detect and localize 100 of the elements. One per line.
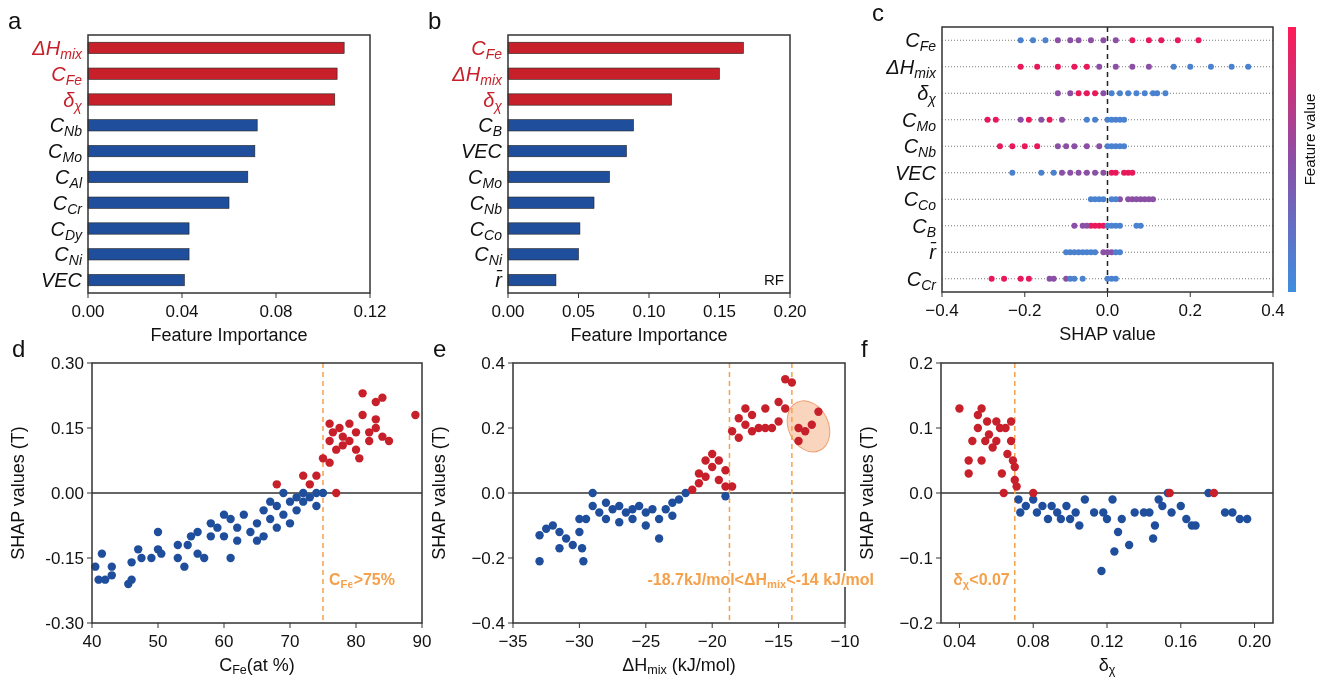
point xyxy=(588,488,597,498)
bar xyxy=(507,67,720,80)
annotation: C$_{Fe}$>75% xyxy=(329,571,395,590)
point xyxy=(365,428,374,437)
point xyxy=(1016,508,1025,517)
x-tick-label: 80 xyxy=(346,632,366,651)
point xyxy=(701,456,710,465)
point xyxy=(351,428,361,437)
point xyxy=(688,485,697,494)
annotation: δ$_{χ}$<0.07 xyxy=(953,571,1010,590)
bar xyxy=(87,170,249,183)
chart-title: f xyxy=(861,335,868,362)
point xyxy=(615,518,624,527)
point xyxy=(999,488,1008,498)
point xyxy=(977,456,986,465)
point xyxy=(233,536,242,545)
point xyxy=(794,423,803,433)
y-tick-label: C$_{Nb}$ xyxy=(469,191,503,217)
color-bar-title: Feature value xyxy=(1301,93,1318,186)
y-axis-title: SHAP values (T) xyxy=(429,426,449,560)
bar xyxy=(507,41,744,54)
y-tick-label: C$_{Ni}$ xyxy=(474,243,503,268)
point xyxy=(137,553,146,563)
point xyxy=(581,514,591,524)
x-tick-label: 0.00 xyxy=(71,302,105,321)
x-tick-label: 0.20 xyxy=(1238,632,1272,651)
point xyxy=(681,488,690,498)
point xyxy=(747,427,757,436)
point xyxy=(694,469,704,478)
point xyxy=(708,462,717,472)
point xyxy=(800,427,810,436)
bar xyxy=(507,145,627,158)
x-tick-label: 0.12 xyxy=(1090,632,1124,651)
point xyxy=(1108,495,1117,504)
point xyxy=(299,488,308,498)
point xyxy=(305,493,314,502)
point xyxy=(252,536,262,545)
point xyxy=(1043,514,1053,524)
bar xyxy=(507,222,581,235)
point xyxy=(988,443,997,452)
point xyxy=(107,562,116,571)
point xyxy=(747,410,757,420)
point xyxy=(213,523,222,532)
y-tick-label: C$_{Mo}$ xyxy=(48,140,83,165)
y-tick-label: C$_{Ni}$ xyxy=(54,243,83,268)
point xyxy=(219,510,229,519)
point xyxy=(153,527,163,537)
x-tick-label: −35 xyxy=(498,632,528,651)
y-tick-label: C$_{Co}$ xyxy=(469,217,503,242)
point xyxy=(338,432,347,441)
point xyxy=(384,436,394,446)
x-tick-label: 0.08 xyxy=(1016,632,1050,651)
point xyxy=(292,493,301,502)
point xyxy=(741,420,750,429)
point xyxy=(1176,501,1185,511)
point xyxy=(338,441,347,450)
bar xyxy=(507,170,610,183)
point xyxy=(279,488,288,498)
y-tick-label: −0.2 xyxy=(471,549,505,568)
point xyxy=(982,417,992,426)
point xyxy=(977,404,986,413)
point xyxy=(365,436,374,446)
point xyxy=(219,532,229,541)
point xyxy=(1047,501,1056,511)
point xyxy=(127,558,136,567)
point xyxy=(292,506,301,515)
x-tick-label: 60 xyxy=(214,632,234,651)
point xyxy=(668,511,677,520)
point xyxy=(345,436,354,446)
y-tick-label: C$_{Fe}$ xyxy=(905,29,937,54)
point xyxy=(1099,508,1108,517)
point xyxy=(180,562,189,571)
point xyxy=(1065,514,1075,524)
point xyxy=(997,469,1007,478)
y-tick-label: C$_{Mo}$ xyxy=(902,108,937,134)
y-tick-label: −0.1 xyxy=(899,549,933,568)
point xyxy=(648,505,657,514)
point xyxy=(992,436,1001,446)
point xyxy=(621,508,631,517)
y-tick-label: −0.4 xyxy=(471,614,505,633)
point xyxy=(173,553,182,563)
point xyxy=(615,501,624,511)
point xyxy=(173,540,182,550)
point xyxy=(266,497,275,506)
bar xyxy=(507,93,672,106)
point xyxy=(568,540,577,550)
point xyxy=(259,506,268,515)
point xyxy=(107,571,116,580)
point xyxy=(761,404,770,413)
point xyxy=(266,514,275,524)
point xyxy=(1209,488,1219,498)
y-tick-label: -0.30 xyxy=(45,614,84,633)
y-tick-label: C$_{Mo}$ xyxy=(468,165,503,191)
point xyxy=(183,540,192,550)
point xyxy=(807,420,816,429)
x-axis-title: C$_{Fe}$(at %) xyxy=(219,655,295,677)
point xyxy=(992,417,1001,426)
point xyxy=(318,454,328,463)
point xyxy=(157,549,166,558)
y-tick-label: 0.1 xyxy=(909,419,933,438)
